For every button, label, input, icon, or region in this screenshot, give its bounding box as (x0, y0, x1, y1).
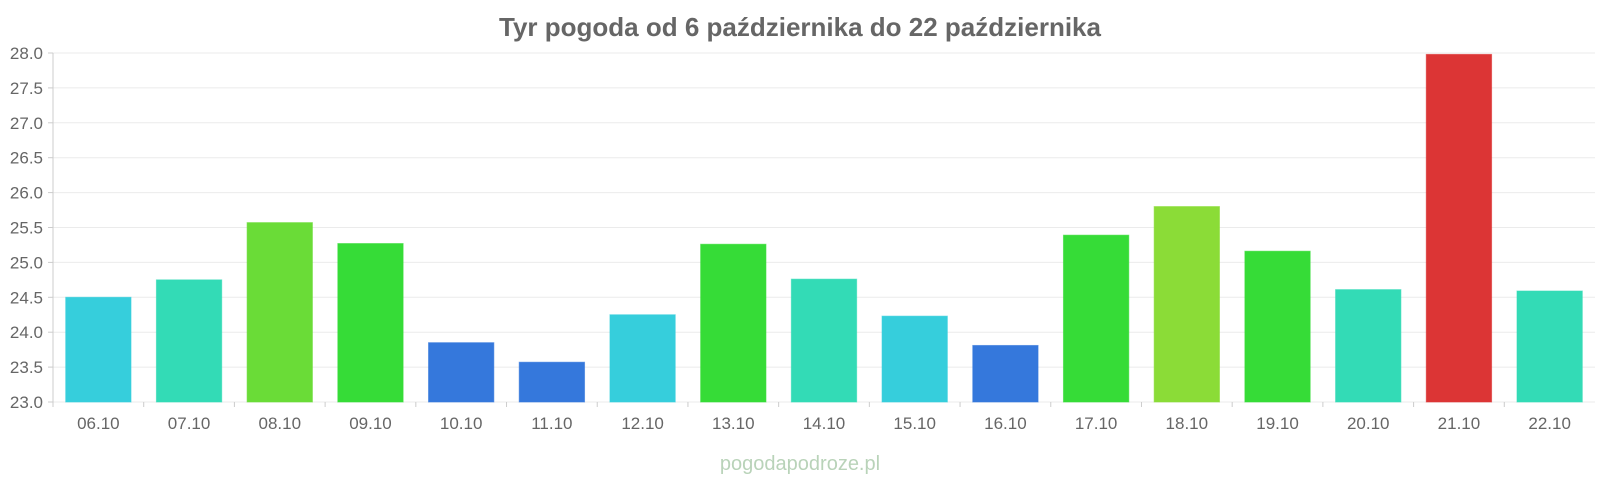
x-tick-label: 14.10 (803, 414, 846, 433)
y-tick-label: 27.5 (10, 79, 43, 98)
x-tick-label: 08.10 (258, 414, 301, 433)
bar-17.10[interactable] (1062, 234, 1130, 403)
x-tick-label: 20.10 (1347, 414, 1390, 433)
x-tick-label: 06.10 (77, 414, 120, 433)
bar-20.10[interactable] (1335, 289, 1402, 403)
x-tick-label: 16.10 (984, 414, 1027, 433)
x-tick-label: 13.10 (712, 414, 755, 433)
y-tick-label: 26.0 (10, 184, 43, 203)
y-tick-label: 23.0 (10, 393, 43, 412)
bar-09.10[interactable] (337, 243, 404, 403)
bar-16.10[interactable] (972, 344, 1039, 403)
y-tick-label: 24.0 (10, 323, 43, 342)
x-tick-label: 12.10 (621, 414, 664, 433)
y-tick-label: 26.5 (10, 149, 43, 168)
y-tick-label: 25.0 (10, 253, 43, 272)
bar-13.10[interactable] (700, 243, 767, 403)
bar-10.10[interactable] (428, 342, 495, 403)
x-tick-label: 18.10 (1166, 414, 1209, 433)
y-tick-label: 28.0 (10, 44, 43, 63)
bar-18.10[interactable] (1153, 206, 1220, 403)
bar-19.10[interactable] (1244, 250, 1311, 403)
x-tick-label: 19.10 (1256, 414, 1299, 433)
x-tick-label: 22.10 (1528, 414, 1571, 433)
y-tick-label: 25.5 (10, 219, 43, 238)
y-tick-label: 23.5 (10, 358, 43, 377)
y-tick-label: 24.5 (10, 288, 43, 307)
bar-21.10[interactable] (1425, 53, 1493, 403)
bar-06.10[interactable] (65, 296, 132, 403)
watermark: pogodapodroze.pl (720, 453, 880, 475)
bar-08.10[interactable] (246, 222, 313, 403)
x-tick-label: 10.10 (440, 414, 483, 433)
bar-07.10[interactable] (155, 279, 223, 403)
x-tick-label: 11.10 (531, 414, 572, 433)
x-axis-ticks: 06.10 07.10 08.10 09.10 10.10 11.10 12.10 13.10… (52, 402, 1571, 433)
x-tick-label: 17.10 (1075, 414, 1118, 433)
x-tick-label: 15.10 (893, 414, 936, 433)
chart-title: Tyr pogoda od 6 października do 22 paźdz… (499, 12, 1102, 42)
bar-14.10[interactable] (790, 278, 858, 403)
x-tick-label: 21.10 (1438, 414, 1481, 433)
bar-12.10[interactable] (609, 314, 676, 403)
bar-11.10[interactable] (518, 361, 586, 403)
x-tick-label: 09.10 (349, 414, 392, 433)
bars (65, 53, 1583, 403)
bar-15.10[interactable] (881, 315, 948, 403)
y-tick-label: 27.0 (10, 114, 43, 133)
y-axis-ticks: 23.0 23.5 24.0 24.5 25.0 25.5 26.0 26.5 27.0 27.5… (10, 44, 53, 412)
x-tick-label: 07.10 (168, 414, 211, 433)
bar-22.10[interactable] (1516, 290, 1583, 403)
